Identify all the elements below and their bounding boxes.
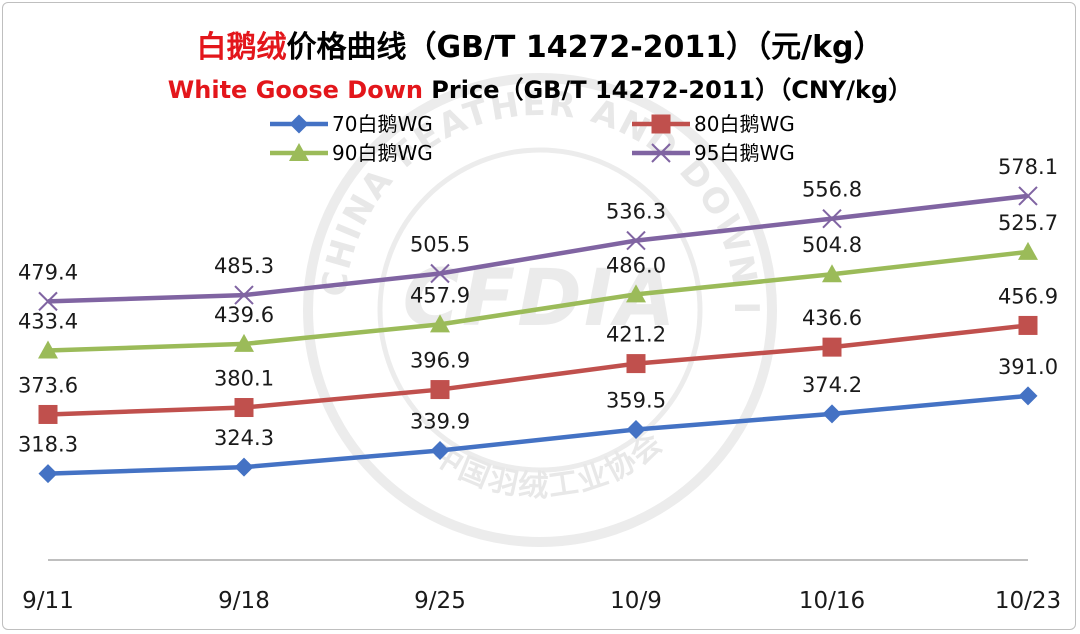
series-3-point-5 <box>1018 186 1038 206</box>
legend-label-1: 80白鹅WG <box>694 112 795 136</box>
x-tick-label-0: 9/11 <box>22 588 74 614</box>
series-1-label-0: 373.6 <box>18 373 78 397</box>
series-line-0 <box>47 393 1029 476</box>
series-3-point-2 <box>430 263 450 284</box>
legend-marker-1 <box>651 114 671 134</box>
series-line-2 <box>47 249 1029 353</box>
x-tick-label-2: 9/25 <box>414 588 466 614</box>
series-1: 373.6 380.1 396.9 421.2 436.6 456.9 <box>18 284 1058 424</box>
series-2-point-2 <box>430 314 450 333</box>
series-0-label-3: 359.5 <box>606 389 666 413</box>
series-3-label-5: 578.1 <box>998 155 1058 179</box>
legend-label-2: 90白鹅WG <box>332 141 433 165</box>
legend-item-2: 90白鹅WG <box>270 141 433 165</box>
series-3-point-4 <box>822 208 842 229</box>
x-tick-label-1: 9/18 <box>218 588 270 614</box>
series-2-label-5: 525.7 <box>998 211 1058 235</box>
series-2-label-0: 433.4 <box>18 310 78 334</box>
series-0-label-4: 374.2 <box>802 373 862 397</box>
x-tick-label-3: 10/9 <box>610 588 662 614</box>
series-2-label-3: 486.0 <box>606 253 666 277</box>
legend-marker-2 <box>289 143 309 161</box>
series-line-3 <box>47 193 1029 304</box>
series-1-point-4 <box>822 337 842 357</box>
series-2-point-1 <box>234 333 254 352</box>
chart-subtitle: White Goose Down Price（GB/T 14272-2011）（… <box>168 76 912 104</box>
chart-title-red: 白鹅绒 <box>196 30 286 65</box>
series-3-label-2: 505.5 <box>410 232 470 256</box>
legend-item-1: 80白鹅WG <box>632 112 795 136</box>
series-3-point-0 <box>38 291 58 312</box>
series-1-label-4: 436.6 <box>802 306 862 330</box>
series-3-point-3 <box>626 230 646 251</box>
series-0-point-4 <box>822 404 842 424</box>
chart-subtitle-red: White Goose Down <box>168 76 423 104</box>
series-0-point-1 <box>234 457 254 477</box>
series-2-point-0 <box>38 340 58 359</box>
chart-title: 白鹅绒价格曲线（GB/T 14272-2011）（元/kg） <box>196 30 883 65</box>
series-3-label-3: 536.3 <box>606 200 666 224</box>
series-1-label-1: 380.1 <box>214 367 274 391</box>
series-1-point-1 <box>234 398 254 418</box>
legend-item-3: 95白鹅WG <box>632 141 795 165</box>
series-1-point-0 <box>38 404 58 424</box>
series-0-label-1: 324.3 <box>214 426 274 450</box>
chart-title-rest: 价格曲线（GB/T 14272-2011）（元/kg） <box>286 30 883 65</box>
series-0: 318.3 324.3 339.9 359.5 374.2 391.0 <box>18 355 1058 484</box>
x-axis-ticks: 9/11 9/18 9/25 10/9 10/16 10/23 <box>22 588 1061 614</box>
series-3-label-1: 485.3 <box>214 254 274 278</box>
series-2-label-2: 457.9 <box>410 283 470 307</box>
series-3-label-4: 556.8 <box>802 178 862 202</box>
series-line-1 <box>47 323 1029 417</box>
series-2: 433.4 439.6 457.9 486.0 504.8 525.7 <box>18 211 1058 359</box>
legend: 70白鹅WG 80白鹅WG 90白鹅WG 95白鹅WG <box>270 112 795 165</box>
series-2-label-4: 504.8 <box>802 233 862 257</box>
series-1-point-2 <box>430 380 450 400</box>
series-0-point-0 <box>38 464 58 484</box>
series-0-label-2: 339.9 <box>410 409 470 433</box>
series-0-point-2 <box>430 440 450 460</box>
series-1-label-5: 456.9 <box>998 284 1058 308</box>
series-2-point-4 <box>822 264 842 283</box>
series-0-label-0: 318.3 <box>18 433 78 457</box>
legend-label-0: 70白鹅WG <box>332 112 433 136</box>
series-3-label-0: 479.4 <box>18 260 78 284</box>
series-1-label-2: 396.9 <box>410 349 470 373</box>
x-tick-label-4: 10/16 <box>799 588 865 614</box>
series-0-label-5: 391.0 <box>998 355 1058 379</box>
x-tick-label-5: 10/23 <box>995 588 1061 614</box>
legend-item-0: 70白鹅WG <box>270 112 433 136</box>
series-0-point-5 <box>1018 386 1038 406</box>
legend-marker-0 <box>289 114 309 134</box>
series-1-point-3 <box>626 354 646 374</box>
legend-label-3: 95白鹅WG <box>694 141 795 165</box>
series-2-point-3 <box>626 284 646 303</box>
series-2-point-5 <box>1018 241 1038 260</box>
series-0-point-3 <box>626 420 646 440</box>
plot-area: 318.3 324.3 339.9 359.5 374.2 391.0 373.6 380.1… <box>18 155 1058 484</box>
chart-subtitle-rest: Price（GB/T 14272-2011）（CNY/kg） <box>423 76 912 104</box>
series-3: 479.4 485.3 505.5 536.3 556.8 578.1 <box>18 155 1058 312</box>
series-2-label-1: 439.6 <box>214 303 274 327</box>
series-1-point-5 <box>1018 315 1038 335</box>
legend-marker-3 <box>651 143 671 163</box>
series-1-label-3: 421.2 <box>606 323 666 347</box>
series-3-point-1 <box>234 285 254 305</box>
